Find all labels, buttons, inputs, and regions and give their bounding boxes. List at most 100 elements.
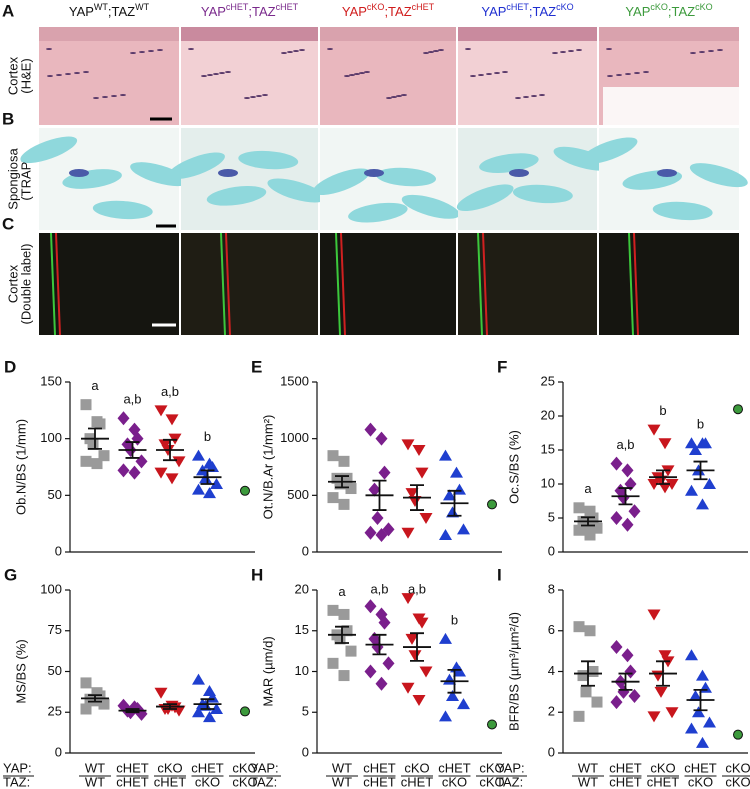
genotype-yap: cHET: [191, 760, 224, 775]
cell: [576, 49, 582, 51]
micrograph: [599, 233, 739, 335]
gene: YAP: [201, 4, 226, 19]
cell: [634, 72, 640, 74]
column-header: YAPcKO;TAZcKO: [625, 2, 712, 19]
point: [665, 479, 679, 490]
trabecula: [130, 162, 189, 187]
point: [412, 695, 426, 707]
point: [658, 482, 672, 494]
cell: [391, 96, 397, 98]
cell: [139, 51, 145, 53]
cell: [428, 51, 434, 53]
superscript: cHET: [276, 2, 299, 12]
cell: [225, 71, 231, 73]
genotype-taz: WT: [85, 774, 105, 789]
y-axis-label: Ob.N/BS (1/mm): [13, 419, 28, 515]
cell: [120, 94, 126, 96]
cell: [219, 72, 225, 74]
yap-row-label: YAP:: [250, 760, 279, 775]
y-axis-label: MAR (µm/d): [260, 636, 275, 706]
trabecula: [512, 184, 573, 204]
point: [401, 682, 415, 694]
y-axis-label: Oc.S/BS (%): [506, 430, 521, 504]
point: [610, 640, 623, 655]
point: [368, 482, 381, 497]
point: [621, 648, 634, 663]
sem-bar: [372, 633, 387, 656]
significance-letter: b: [659, 403, 666, 418]
genotype-yap: cKO: [725, 760, 750, 775]
genotype-yap: WT: [85, 760, 105, 775]
y-axis-label: MS/BS (%): [13, 639, 28, 703]
cell: [531, 95, 537, 97]
point: [580, 686, 592, 698]
y-tick-label: 5: [302, 704, 309, 719]
y-tick-label: 150: [40, 373, 62, 388]
point: [573, 502, 585, 514]
cell: [643, 71, 649, 73]
significance-letter: b: [451, 612, 458, 627]
panel-letter: H: [251, 565, 263, 584]
panel-letter: E: [251, 357, 262, 376]
micrograph: [181, 233, 318, 335]
genotype-yap: WT: [578, 760, 598, 775]
y-tick-label: 15: [295, 622, 309, 637]
point: [439, 529, 452, 540]
point: [371, 640, 384, 655]
trabecula: [401, 194, 460, 219]
point: [692, 706, 705, 718]
point: [577, 670, 589, 682]
genotype-taz: cKO: [232, 774, 257, 789]
panel-letter: G: [4, 565, 17, 584]
point: [378, 615, 391, 630]
genotype-taz: cHET: [154, 774, 187, 789]
genotype-yap: cKO: [232, 760, 257, 775]
panel-letter: F: [497, 357, 507, 376]
panel-letter: I: [497, 565, 502, 584]
point: [591, 696, 603, 708]
point: [192, 449, 205, 461]
point: [94, 418, 106, 430]
point: [135, 454, 148, 469]
y-tick-label: 5: [548, 509, 555, 524]
point: [240, 485, 250, 496]
label-line: [477, 232, 483, 336]
tissue-band: [599, 27, 739, 41]
point: [415, 467, 429, 479]
row-label: (Double label): [18, 244, 33, 325]
point: [696, 736, 709, 748]
tissue-band: [320, 27, 456, 41]
gene: ;TAZ: [529, 4, 556, 19]
genotype-taz: WT: [578, 774, 598, 789]
point: [573, 710, 585, 722]
sem-bar: [200, 469, 215, 485]
superscript: cHET: [506, 2, 529, 12]
point: [584, 529, 596, 541]
column-header: YAPcHET;TAZcHET: [201, 2, 299, 19]
point: [647, 424, 661, 436]
tissue-band: [181, 27, 318, 41]
micrograph: [458, 128, 597, 230]
label-line: [628, 232, 634, 336]
micrograph: [181, 128, 318, 230]
point: [587, 666, 599, 677]
label-line: [225, 232, 231, 336]
tissue-band: [458, 27, 597, 41]
gene: YAP: [69, 4, 94, 19]
point: [703, 478, 716, 489]
point: [647, 609, 661, 621]
point: [689, 689, 702, 701]
point: [210, 702, 223, 714]
cell: [93, 97, 99, 99]
panel-letter: A: [2, 1, 14, 20]
column-header: YAPcKO;TAZcHET: [342, 2, 435, 19]
cell: [502, 71, 508, 73]
taz-row-label: TAZ:: [496, 774, 523, 789]
cell: [287, 51, 293, 53]
cell: [56, 74, 62, 76]
point: [206, 461, 219, 472]
sem-bar: [447, 668, 462, 694]
y-tick-label: 20: [541, 407, 555, 422]
genotype-taz: cKO: [442, 774, 467, 789]
point: [419, 513, 433, 524]
